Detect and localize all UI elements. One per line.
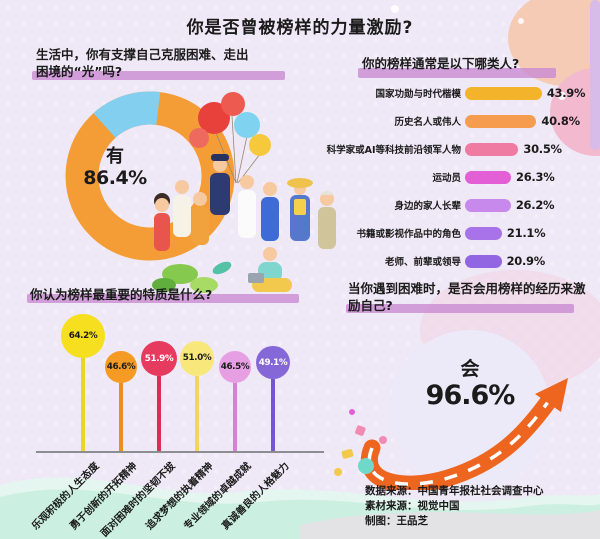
stat-value: 96.6% [425, 380, 516, 411]
bar-category-label: 身边的家人长辈 [394, 201, 461, 212]
lollipop-value: 51.9% [144, 353, 174, 364]
bar-row: 科学家或AI等科技前沿领军人物 30.5% [327, 135, 598, 163]
lollipop-stick [157, 376, 161, 451]
question-1-line2: 困境的“光”吗? [36, 64, 123, 79]
lollipop-circle: 46.5% [219, 351, 251, 383]
bar-category-label: 运动员 [432, 173, 461, 184]
stat-answer-block: 会 96.6% [400, 358, 540, 411]
bar-value: 26.3% [516, 170, 555, 184]
bar-row: 国家功勋与时代楷模 43.9% [352, 79, 598, 107]
bar-label-box: 书籍或影视作品中的角色 [352, 226, 461, 240]
question-1-line1: 生活中，你有支撑自己克服困难、走出 [36, 47, 249, 62]
lollipop-stick [233, 382, 237, 451]
donut-answer: 有 [106, 146, 124, 167]
donut-center-label: 有 86.4% [72, 146, 158, 190]
footer-data-source: 数据来源：中国青年报社社会调查中心 [365, 485, 544, 497]
bar-chart: 国家功勋与时代楷模 43.9% 历史名人或伟人 40.8% 科学家或AI等科技前… [327, 79, 598, 275]
lollipop-stick [195, 375, 199, 451]
bar [465, 254, 502, 268]
footer: 数据来源：中国青年报社社会调查中心 素材来源：视觉中国 制图：王品芝 [365, 484, 544, 529]
lollipop: 46.5% [211, 351, 259, 451]
donut-value: 86.4% [83, 167, 147, 189]
question-1: 生活中，你有支撑自己克服困难、走出 困境的“光”吗? [36, 46, 249, 80]
bar-label-box: 国家功勋与时代楷模 [352, 86, 461, 100]
bar [465, 198, 511, 212]
highlight-bar [358, 68, 556, 78]
bar-row: 历史名人或伟人 40.8% [352, 107, 598, 135]
lollipop-value: 51.0% [182, 353, 212, 364]
lollipop-circle: 51.0% [179, 341, 215, 376]
bar-category-label: 历史名人或伟人 [394, 117, 461, 128]
lollipop: 46.6% [97, 351, 145, 451]
bar-label-box: 身边的家人长辈 [352, 198, 461, 212]
bar-label-box: 老师、前辈或领导 [352, 254, 461, 268]
lollipop-circle: 51.9% [141, 341, 177, 377]
lollipop-value: 46.6% [106, 361, 136, 372]
bar-value: 26.2% [515, 198, 555, 212]
bar [465, 142, 519, 156]
bar-label-box: 历史名人或伟人 [352, 114, 461, 128]
bar-value: 20.9% [506, 254, 546, 268]
bar-row: 书籍或影视作品中的角色 21.1% [352, 219, 598, 247]
lollipop-chart: 64.2% 46.6% 51.9% 51.0% 46.5% 49.1% 乐观积极… [28, 300, 332, 539]
lollipop-circle: 64.2% [61, 314, 105, 358]
lollipop-value: 46.5% [220, 361, 250, 372]
bar-label-box: 运动员 [352, 170, 461, 184]
highlight-bar [346, 304, 574, 313]
lollipop-stick [81, 357, 85, 451]
lollipop: 49.1% [249, 346, 297, 451]
bar-row: 身边的家人长辈 26.2% [352, 191, 598, 219]
lollipop-circle: 49.1% [256, 346, 290, 380]
bar-value: 21.1% [506, 226, 546, 240]
highlight-bar [32, 71, 285, 80]
question-2: 你的榜样通常是以下哪类人? [362, 56, 520, 71]
bar-category-label: 老师、前辈或领导 [384, 257, 461, 268]
question-4-line1: 当你遇到困难时，是否会用榜样的经历来激 [348, 281, 586, 296]
lollipop-stick [119, 382, 123, 451]
bar-category-label: 书籍或影视作品中的角色 [356, 229, 461, 240]
bar [465, 170, 512, 184]
lollipop: 64.2% [59, 314, 107, 451]
footer-credit: 制图：王品芝 [365, 515, 428, 527]
bar-value: 43.9% [546, 86, 586, 100]
bar [465, 86, 542, 100]
bar-row: 老师、前辈或领导 20.9% [352, 247, 598, 275]
lollipop-value: 49.1% [258, 357, 288, 368]
highlight-bar [27, 294, 299, 303]
page-title: 你是否曾被榜样的力量激励? [186, 18, 414, 38]
footer-material-source: 素材来源：视觉中国 [365, 500, 460, 512]
bar-label-box: 科学家或AI等科技前沿领军人物 [327, 142, 461, 156]
bar-value: 30.5% [523, 142, 562, 156]
stat-answer: 会 [460, 358, 480, 380]
bar-row: 运动员 26.3% [352, 163, 598, 191]
bar [465, 226, 502, 240]
bar [465, 114, 537, 128]
axis-baseline [36, 451, 324, 453]
lollipop-value: 64.2% [68, 330, 98, 341]
question-4: 当你遇到困难时，是否会用榜样的经历来激 励自己? [348, 280, 586, 314]
bar-category-label: 国家功勋与时代楷模 [375, 89, 461, 100]
bar-value: 40.8% [541, 114, 580, 128]
lollipop: 51.9% [135, 341, 183, 451]
lollipop-stick [271, 379, 275, 451]
lollipop-circle: 46.6% [105, 351, 137, 383]
bar-category-label: 科学家或AI等科技前沿领军人物 [326, 145, 461, 156]
lollipop: 51.0% [173, 341, 221, 451]
question-4-line2: 励自己? [348, 298, 393, 313]
